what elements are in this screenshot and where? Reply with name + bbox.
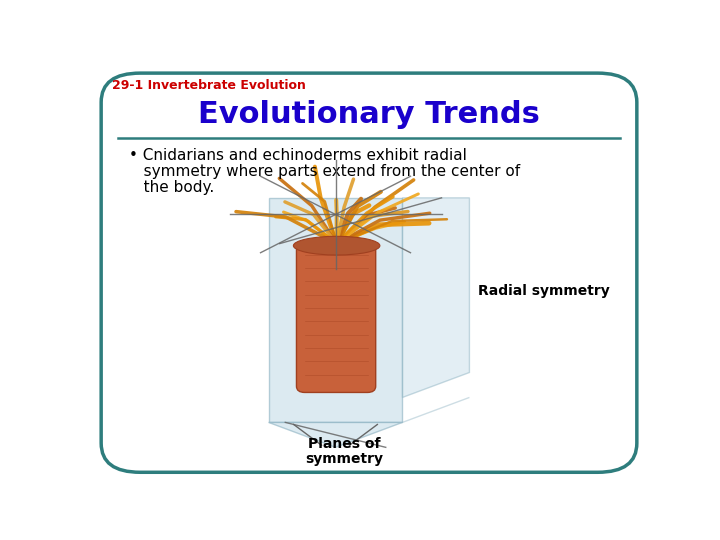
Text: Evolutionary Trends: Evolutionary Trends [198,100,540,129]
Ellipse shape [293,237,380,255]
FancyBboxPatch shape [101,73,637,472]
Polygon shape [402,198,469,397]
Text: symmetry: symmetry [305,453,383,467]
Text: 29-1 Invertebrate Evolution: 29-1 Invertebrate Evolution [112,79,306,92]
FancyBboxPatch shape [297,245,376,393]
Polygon shape [269,422,402,447]
Text: Planes of: Planes of [307,437,380,451]
Polygon shape [269,198,402,422]
Text: • Cnidarians and echinoderms exhibit radial: • Cnidarians and echinoderms exhibit rad… [129,148,467,163]
Polygon shape [402,397,469,422]
Text: symmetry where parts extend from the center of: symmetry where parts extend from the cen… [129,164,520,179]
Text: Radial symmetry: Radial symmetry [478,285,610,299]
Text: the body.: the body. [129,180,215,194]
